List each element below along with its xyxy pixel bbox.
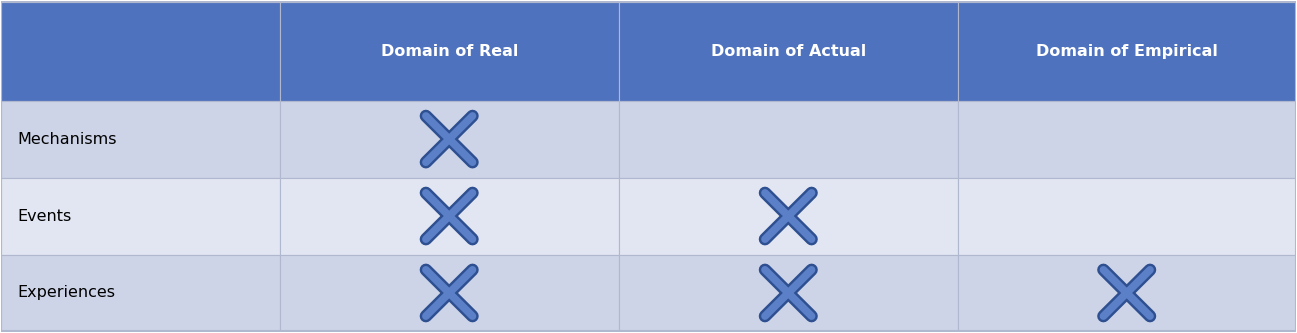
FancyBboxPatch shape — [1, 177, 280, 254]
FancyBboxPatch shape — [619, 177, 957, 254]
FancyBboxPatch shape — [280, 101, 619, 177]
FancyBboxPatch shape — [957, 254, 1296, 331]
FancyBboxPatch shape — [1, 101, 280, 177]
FancyBboxPatch shape — [1, 254, 280, 331]
FancyBboxPatch shape — [957, 101, 1296, 177]
FancyBboxPatch shape — [957, 177, 1296, 254]
FancyBboxPatch shape — [619, 101, 957, 177]
FancyBboxPatch shape — [1, 2, 280, 101]
Text: Mechanisms: Mechanisms — [17, 132, 117, 147]
FancyBboxPatch shape — [280, 2, 619, 101]
Text: Domain of Real: Domain of Real — [380, 44, 518, 59]
FancyBboxPatch shape — [957, 2, 1296, 101]
Text: Domain of Empirical: Domain of Empirical — [1036, 44, 1218, 59]
Text: Experiences: Experiences — [17, 285, 115, 300]
FancyBboxPatch shape — [619, 254, 957, 331]
Text: Events: Events — [17, 208, 71, 223]
FancyBboxPatch shape — [280, 254, 619, 331]
FancyBboxPatch shape — [280, 177, 619, 254]
Text: Domain of Actual: Domain of Actual — [711, 44, 866, 59]
FancyBboxPatch shape — [619, 2, 957, 101]
